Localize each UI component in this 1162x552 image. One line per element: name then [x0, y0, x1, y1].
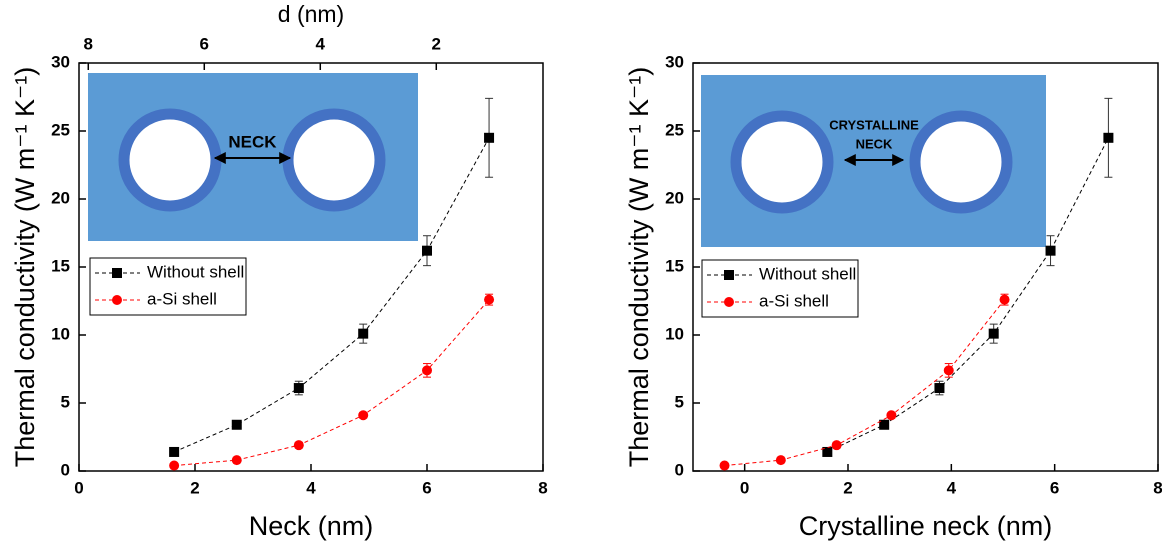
y-tick-label: 20: [665, 188, 684, 207]
marker: [831, 440, 842, 451]
y-tick-label: 15: [51, 256, 70, 275]
marker: [1103, 132, 1114, 143]
marker: [934, 383, 945, 394]
marker: [484, 294, 495, 305]
x-axis-label: Neck (nm): [249, 511, 374, 541]
x2-tick-label: 4: [316, 34, 326, 53]
marker: [886, 410, 897, 421]
marker: [999, 294, 1010, 305]
y-tick-label: 5: [675, 392, 684, 411]
x-axis-label: Crystalline neck (nm): [799, 511, 1053, 541]
y-tick-label: 30: [665, 52, 684, 71]
x-tick-label: 6: [422, 478, 431, 497]
marker: [169, 446, 180, 457]
series-line: [724, 299, 1005, 467]
y-tick-label: 25: [665, 120, 684, 139]
y-axis-label: Thermal conductivity (W m⁻¹ K⁻¹): [10, 67, 40, 468]
y-axis-label: Thermal conductivity (W m⁻¹ K⁻¹): [624, 67, 654, 468]
y-tick-label: 25: [51, 120, 70, 139]
marker: [422, 365, 432, 376]
marker: [422, 245, 432, 256]
marker: [719, 460, 730, 471]
marker: [169, 460, 180, 471]
inset-label: NECK: [856, 136, 893, 151]
y-tick-label: 20: [51, 188, 70, 207]
marker: [822, 446, 833, 457]
y-tick-label: 5: [61, 392, 70, 411]
marker: [293, 383, 304, 394]
marker: [358, 328, 369, 339]
marker: [1045, 245, 1056, 256]
inset-label: CRYSTALLINE: [829, 117, 919, 132]
y-tick-label: 10: [665, 324, 684, 343]
y-tick-label: 15: [665, 256, 684, 275]
marker: [293, 440, 304, 451]
legend-marker: [724, 270, 734, 280]
pore: [909, 110, 1013, 214]
marker: [231, 455, 242, 466]
pore: [730, 110, 834, 214]
x-tick-label: 8: [538, 478, 547, 497]
x2-tick-label: 2: [432, 34, 441, 53]
series-line: [174, 299, 490, 467]
marker: [988, 328, 999, 339]
legend-marker: [112, 295, 122, 305]
legend-label: Without shell: [759, 264, 856, 283]
x-tick-label: 6: [1050, 478, 1059, 497]
series-line: [827, 137, 1109, 453]
x-tick-label: 0: [74, 478, 83, 497]
pore: [282, 108, 386, 212]
marker: [879, 419, 890, 430]
legend-marker: [112, 268, 122, 278]
inset-label: NECK: [228, 132, 277, 151]
marker: [358, 410, 369, 421]
legend-marker: [724, 297, 734, 307]
marker: [484, 132, 495, 143]
legend-box: [89, 257, 247, 316]
pore: [118, 108, 222, 212]
marker: [775, 455, 786, 466]
legend-box: [701, 259, 859, 318]
y-tick-label: 0: [61, 460, 70, 479]
x-tick-label: 4: [947, 478, 957, 497]
x-tick-label: 4: [306, 478, 316, 497]
x-tick-label: 2: [190, 478, 199, 497]
y-tick-label: 30: [51, 52, 70, 71]
x2-axis-label: d (nm): [278, 1, 344, 27]
x-tick-label: 0: [740, 478, 749, 497]
legend-label: a-Si shell: [759, 291, 829, 310]
legend-label: a-Si shell: [147, 289, 217, 308]
marker: [231, 419, 242, 430]
legend-label: Without shell: [147, 262, 244, 281]
y-tick-label: 0: [675, 460, 684, 479]
x2-tick-label: 8: [84, 34, 93, 53]
x2-tick-label: 6: [200, 34, 209, 53]
x-tick-label: 8: [1153, 478, 1162, 497]
x-tick-label: 2: [843, 478, 852, 497]
series-line: [173, 137, 490, 453]
y-tick-label: 10: [51, 324, 70, 343]
marker: [943, 365, 954, 376]
